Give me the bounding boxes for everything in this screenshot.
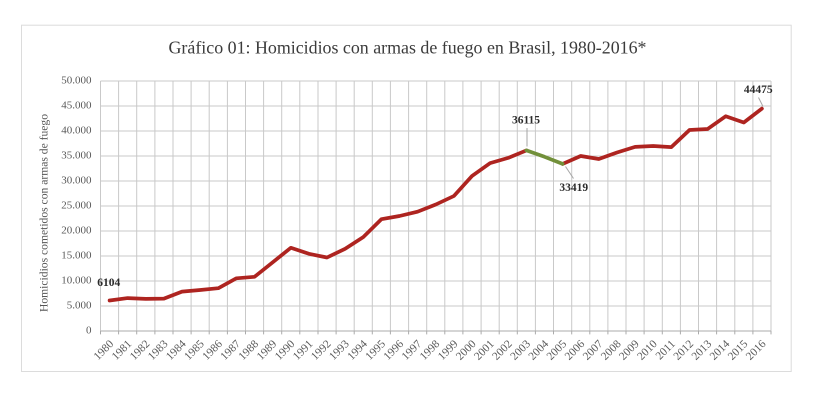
svg-text:30.000: 30.000 xyxy=(61,174,92,186)
svg-text:15.000: 15.000 xyxy=(61,249,92,261)
svg-text:20.000: 20.000 xyxy=(61,224,92,236)
svg-text:45.000: 45.000 xyxy=(61,99,92,111)
svg-text:33419: 33419 xyxy=(559,182,588,194)
svg-text:Gráfico 01: Homicidios con arm: Gráfico 01: Homicidios con armas de fueg… xyxy=(169,38,647,58)
svg-text:6104: 6104 xyxy=(97,277,120,289)
svg-text:5.000: 5.000 xyxy=(67,299,92,311)
svg-text:25.000: 25.000 xyxy=(61,199,92,211)
svg-text:40.000: 40.000 xyxy=(61,124,92,136)
svg-text:Homicidios cometidos con armas: Homicidios cometidos con armas de fuego xyxy=(38,114,51,312)
svg-text:0: 0 xyxy=(86,324,92,336)
svg-text:35.000: 35.000 xyxy=(61,149,92,161)
svg-text:10.000: 10.000 xyxy=(61,274,92,286)
svg-text:36115: 36115 xyxy=(512,115,540,127)
svg-text:50.000: 50.000 xyxy=(61,74,92,86)
svg-text:44475: 44475 xyxy=(744,84,773,96)
